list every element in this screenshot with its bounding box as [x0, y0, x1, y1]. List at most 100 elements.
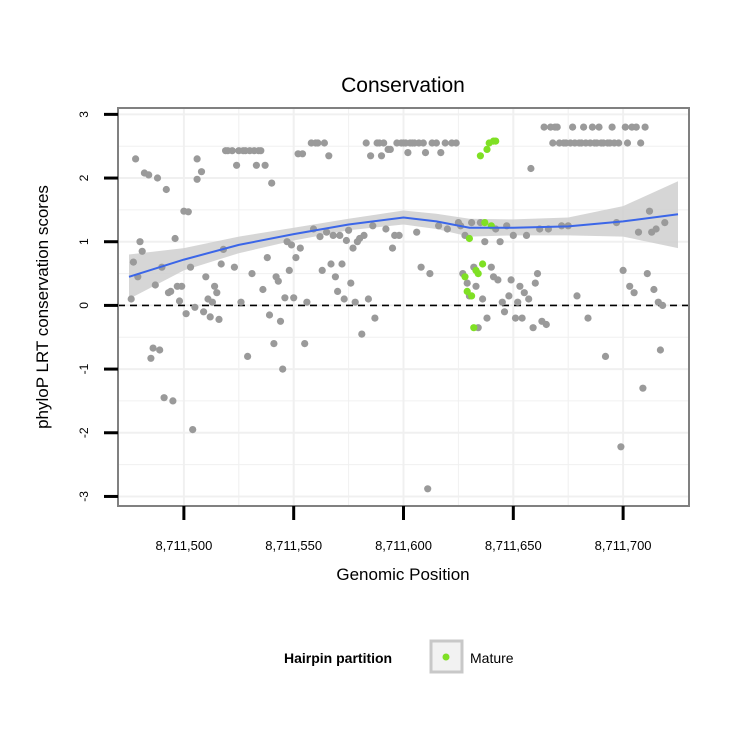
point-other [630, 289, 638, 297]
point-other [468, 219, 476, 227]
point-other [237, 298, 245, 306]
point-other [169, 397, 177, 405]
y-axis: -3 -2 -1 0 1 2 3 [77, 111, 118, 502]
point-other [320, 139, 328, 147]
point-other [338, 260, 346, 268]
point-other [619, 266, 627, 274]
point-other [509, 231, 517, 239]
point-other [364, 295, 372, 303]
point-other [516, 282, 524, 290]
point-other [432, 139, 440, 147]
point-other [257, 147, 265, 155]
point-other [382, 225, 390, 233]
point-other [641, 123, 649, 131]
point-other [228, 147, 236, 155]
point-other [520, 289, 528, 297]
point-other [151, 281, 159, 289]
y-tick-label: 1 [77, 238, 91, 245]
point-other [549, 139, 557, 147]
point-other [496, 238, 504, 246]
y-tick-label: -1 [77, 363, 91, 374]
point-other [388, 244, 397, 252]
point-other [659, 301, 667, 309]
legend-label-mature: Mature [470, 650, 514, 666]
x-tick-label: 8,711,600 [375, 538, 432, 553]
legend: Hairpin partition Mature [284, 639, 514, 674]
point-other [584, 314, 592, 322]
point-other [522, 231, 531, 239]
point-other [529, 324, 537, 332]
point-other [494, 276, 502, 284]
data-points [127, 123, 669, 493]
point-other [193, 155, 201, 163]
point-other [208, 298, 216, 306]
y-tick-label: -2 [77, 427, 91, 438]
point-other [178, 282, 186, 290]
point-other [656, 346, 665, 354]
y-axis-label: phyloP LRT conservation scores [33, 185, 52, 429]
point-other [175, 297, 184, 305]
point-other [345, 226, 353, 234]
point-other [527, 164, 535, 173]
point-other [296, 244, 304, 252]
point-other [498, 298, 506, 306]
point-other [290, 294, 298, 302]
point-other [145, 171, 153, 179]
point-other [542, 320, 550, 329]
point-other [206, 313, 214, 321]
point-other [149, 344, 157, 352]
point-other [329, 231, 337, 239]
point-other [325, 152, 333, 160]
point-other [233, 161, 241, 169]
point-other [621, 123, 629, 131]
point-other [424, 485, 432, 493]
y-tick-label: 3 [77, 111, 91, 118]
point-other [323, 228, 331, 236]
point-other [437, 149, 445, 157]
point-other [514, 298, 522, 306]
point-other [276, 317, 285, 325]
y-tick-label: 2 [77, 174, 91, 181]
x-tick-label: 8,711,650 [485, 538, 542, 553]
point-other [211, 282, 219, 290]
point-other [650, 285, 658, 294]
point-other [483, 314, 491, 322]
point-other [202, 273, 210, 281]
x-tick-label: 8,711,550 [265, 538, 322, 553]
point-other [138, 247, 146, 255]
point-other [623, 139, 632, 147]
x-axis-label: Genomic Position [336, 565, 469, 584]
point-other [645, 207, 654, 215]
point-other [301, 340, 309, 348]
point-other [136, 238, 144, 246]
point-other [481, 238, 489, 246]
x-tick-label: 8,711,700 [595, 538, 652, 553]
point-other [298, 150, 307, 158]
point-other [261, 161, 269, 169]
x-tick-label: 8,711,500 [155, 538, 212, 553]
point-other [377, 152, 386, 160]
point-other [632, 123, 640, 131]
point-other [360, 231, 368, 239]
point-other [314, 139, 322, 147]
point-other [608, 123, 616, 131]
point-mature [479, 260, 487, 268]
point-other [615, 139, 623, 147]
point-other [281, 294, 289, 302]
point-other [553, 123, 561, 131]
point-other [197, 168, 206, 176]
point-other [248, 270, 256, 278]
point-other [569, 123, 577, 131]
point-other [303, 298, 311, 306]
point-other [191, 303, 199, 311]
point-other [270, 340, 278, 348]
point-other [263, 254, 271, 262]
point-other [349, 244, 357, 252]
point-other [472, 282, 480, 290]
point-other [358, 330, 366, 338]
point-other [601, 352, 610, 360]
point-other [184, 208, 192, 216]
point-other [156, 346, 164, 354]
point-mature [465, 234, 473, 243]
point-other [580, 123, 588, 131]
